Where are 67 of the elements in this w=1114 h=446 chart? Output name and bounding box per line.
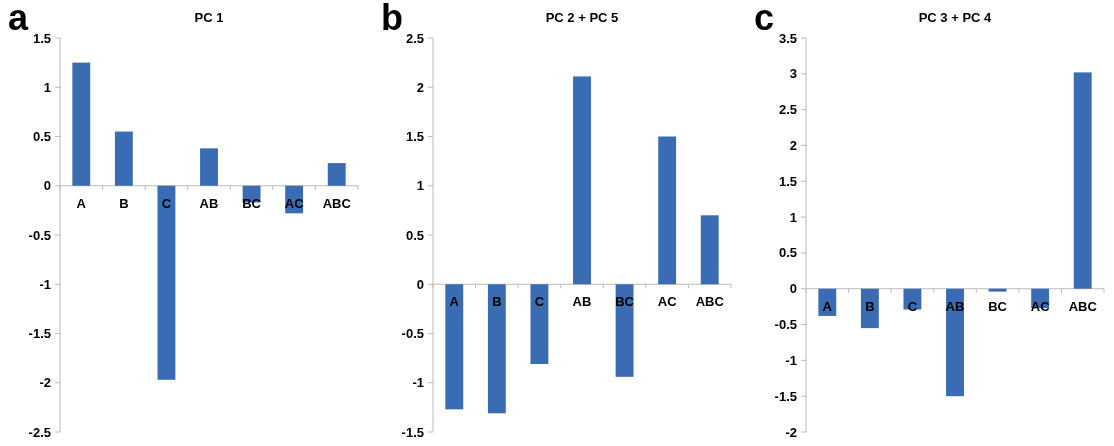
bar bbox=[615, 284, 634, 377]
y-tick-label: -1.5 bbox=[774, 388, 797, 404]
x-tick-label: AB bbox=[199, 195, 219, 211]
y-tick-label: 1.5 bbox=[405, 129, 424, 145]
x-tick-label: B bbox=[865, 298, 875, 314]
x-tick-label: B bbox=[119, 195, 129, 211]
y-tick-label: 1.5 bbox=[778, 173, 797, 189]
y-tick-label: -2 bbox=[785, 424, 797, 440]
y-tick-label: -1 bbox=[39, 276, 51, 292]
x-tick-label: AB bbox=[945, 298, 965, 314]
y-tick-label: -1 bbox=[785, 352, 797, 368]
y-tick-label: 2 bbox=[416, 79, 424, 95]
x-tick-label: AC bbox=[657, 294, 678, 310]
chart-title: PC 1 bbox=[194, 10, 224, 25]
y-tick-label: 0.5 bbox=[32, 129, 51, 145]
x-tick-label: ABC bbox=[1068, 298, 1098, 314]
text: b bbox=[381, 0, 403, 38]
y-tick-label: -2.5 bbox=[28, 424, 51, 440]
x-tick-label: C bbox=[534, 294, 545, 310]
bar bbox=[530, 284, 549, 365]
x-tick-label: C bbox=[907, 298, 918, 314]
chart-title: PC 2 + PC 5 bbox=[545, 10, 619, 25]
x-tick-label: ABC bbox=[322, 195, 352, 211]
y-tick-label: -0.5 bbox=[401, 326, 424, 342]
y-tick-label: 3.5 bbox=[778, 30, 797, 46]
y-tick-label: -1.5 bbox=[401, 424, 424, 440]
x-tick-label: BC bbox=[988, 298, 1008, 314]
y-tick-label: 2.5 bbox=[405, 30, 424, 46]
y-tick-label: 1 bbox=[789, 209, 797, 225]
chart-title: PC 3 + PC 4 bbox=[918, 10, 993, 25]
bar bbox=[200, 148, 218, 186]
bar bbox=[114, 131, 133, 186]
text: a bbox=[8, 0, 29, 38]
bar bbox=[658, 136, 677, 285]
bar bbox=[72, 62, 91, 186]
bar bbox=[700, 215, 719, 285]
y-tick-label: 2.5 bbox=[778, 102, 797, 118]
x-tick-label: A bbox=[822, 298, 833, 314]
y-tick-label: 1.5 bbox=[32, 30, 51, 46]
x-tick-label: A bbox=[76, 195, 87, 211]
bar bbox=[573, 76, 591, 285]
x-tick-label: C bbox=[161, 195, 172, 211]
text: c bbox=[754, 0, 775, 38]
y-tick-label: 1 bbox=[416, 178, 424, 194]
x-tick-label: AB bbox=[572, 294, 592, 310]
x-tick-label: ABC bbox=[695, 294, 725, 310]
bar bbox=[487, 284, 506, 414]
bar bbox=[327, 163, 346, 186]
y-tick-label: -0.5 bbox=[28, 227, 51, 243]
y-tick-label: 0 bbox=[416, 276, 424, 292]
y-tick-label: 0 bbox=[789, 281, 797, 297]
y-tick-label: -0.5 bbox=[774, 317, 797, 333]
y-tick-label: -1.5 bbox=[28, 326, 51, 342]
y-tick-label: -1 bbox=[412, 375, 424, 391]
y-tick-label: 2 bbox=[789, 138, 797, 153]
x-tick-label: AC bbox=[284, 195, 305, 211]
x-tick-label: A bbox=[449, 294, 460, 310]
y-tick-label: -2 bbox=[39, 375, 51, 391]
y-tick-label: 1 bbox=[43, 79, 51, 95]
bar bbox=[157, 185, 176, 380]
y-tick-label: 0.5 bbox=[405, 227, 424, 243]
y-tick-label: 3 bbox=[789, 66, 797, 82]
x-tick-label: BC bbox=[615, 294, 635, 310]
y-tick-label: 0.5 bbox=[778, 245, 797, 261]
x-tick-label: B bbox=[492, 294, 502, 310]
y-tick-label: 0 bbox=[43, 178, 51, 194]
bar bbox=[445, 284, 464, 410]
